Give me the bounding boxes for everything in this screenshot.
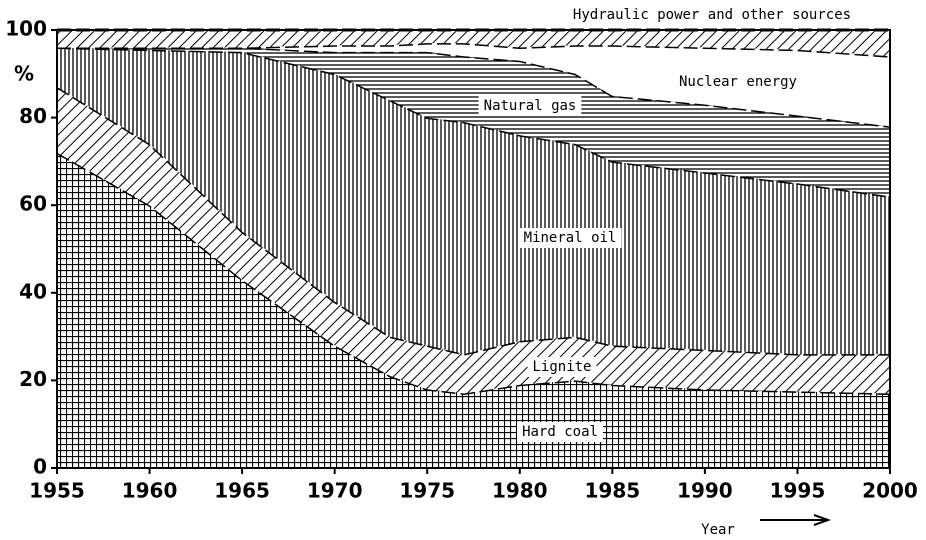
- area: [57, 43, 890, 127]
- series-label: Lignite: [532, 359, 591, 375]
- area: [57, 47, 890, 355]
- y-tick-label: 40: [19, 279, 47, 303]
- x-tick-label: 1995: [770, 479, 826, 503]
- y-tick-label: 20: [19, 367, 47, 391]
- plot-frame: [56, 29, 891, 469]
- area: [57, 30, 890, 57]
- series-label: Mineral oil: [524, 230, 617, 246]
- x-tick-label: 1965: [214, 479, 270, 503]
- x-tick-label: 1955: [29, 479, 85, 503]
- series-label: Natural gas: [484, 98, 577, 114]
- series-label: Hydraulic power and other sources: [573, 7, 851, 23]
- x-tick-label: 1990: [677, 479, 733, 503]
- x-tick-label: 1975: [399, 479, 455, 503]
- label-background: [478, 96, 582, 116]
- series-label: Hard coal: [522, 424, 598, 440]
- x-tick-label: 2000: [862, 479, 918, 503]
- label-background: [527, 357, 597, 377]
- axis-arrow: [760, 514, 831, 526]
- label-background: [673, 72, 803, 92]
- x-tick-label: 1985: [584, 479, 640, 503]
- y-tick-label: 60: [19, 192, 47, 216]
- area: [57, 47, 890, 197]
- label-background: [517, 422, 603, 442]
- series-label: Nuclear energy: [679, 74, 797, 90]
- y-tick-label: 100: [5, 17, 47, 41]
- x-tick-label: 1970: [307, 479, 363, 503]
- x-axis-label: Year: [701, 522, 735, 538]
- x-tick-label: 1980: [492, 479, 548, 503]
- x-tick-label: 1960: [122, 479, 178, 503]
- y-tick-label: 0: [33, 455, 47, 479]
- label-background: [567, 5, 857, 25]
- area: [57, 86, 890, 394]
- y-tick-label: 80: [19, 104, 47, 128]
- label-background: [518, 228, 622, 248]
- y-axis-label: %: [14, 62, 34, 86]
